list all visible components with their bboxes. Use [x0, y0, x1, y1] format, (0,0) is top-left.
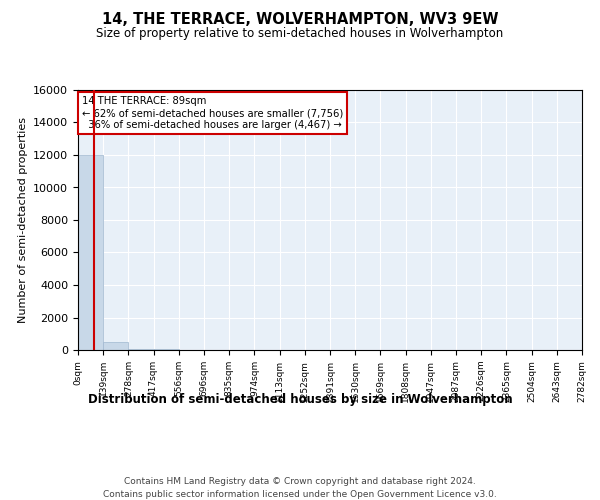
Text: 14, THE TERRACE, WOLVERHAMPTON, WV3 9EW: 14, THE TERRACE, WOLVERHAMPTON, WV3 9EW [102, 12, 498, 28]
Bar [103, 342, 128, 350]
Y-axis label: Number of semi-detached properties: Number of semi-detached properties [17, 117, 28, 323]
Text: Distribution of semi-detached houses by size in Wolverhampton: Distribution of semi-detached houses by … [88, 392, 512, 406]
Bar [78, 155, 103, 350]
Text: Size of property relative to semi-detached houses in Wolverhampton: Size of property relative to semi-detach… [97, 28, 503, 40]
Text: Contains HM Land Registry data © Crown copyright and database right 2024.: Contains HM Land Registry data © Crown c… [124, 478, 476, 486]
Text: Contains public sector information licensed under the Open Government Licence v3: Contains public sector information licen… [103, 490, 497, 499]
Bar [128, 348, 154, 350]
Text: 14 THE TERRACE: 89sqm
← 62% of semi-detached houses are smaller (7,756)
  36% of: 14 THE TERRACE: 89sqm ← 62% of semi-deta… [82, 96, 343, 130]
